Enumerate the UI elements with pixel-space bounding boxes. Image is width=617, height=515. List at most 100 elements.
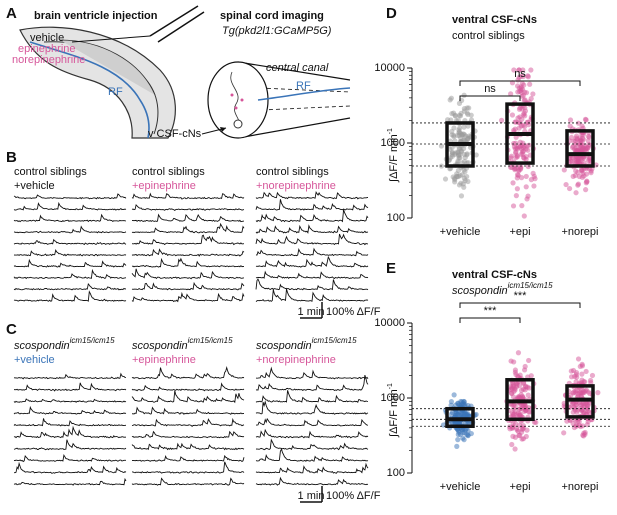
trace xyxy=(131,442,245,451)
dot xyxy=(457,125,463,131)
dot xyxy=(466,105,472,111)
y-label: ∫ΔF/F min xyxy=(388,134,400,183)
trace xyxy=(255,278,369,291)
dot xyxy=(511,140,517,147)
trace xyxy=(256,417,369,427)
dot xyxy=(580,407,586,413)
dot xyxy=(454,443,460,449)
column-header: control siblings xyxy=(256,166,329,178)
dot xyxy=(577,363,583,370)
dot xyxy=(561,167,567,173)
dot xyxy=(448,95,454,101)
trace xyxy=(255,374,369,392)
trace xyxy=(13,372,127,380)
trace xyxy=(255,476,369,486)
fish-line: Tg(pkd2l1:GCaMP5G) xyxy=(222,25,332,37)
dot xyxy=(508,358,514,364)
chart-title: ventral CSF-cNs xyxy=(452,14,537,26)
injected-label: epinephrine xyxy=(18,43,76,55)
dot xyxy=(473,152,479,158)
dot xyxy=(462,411,469,417)
dot xyxy=(521,213,527,219)
dot xyxy=(520,73,526,80)
dot xyxy=(512,446,518,452)
panel-label: D xyxy=(386,5,397,22)
significance-label: *** xyxy=(484,305,498,317)
dot xyxy=(523,184,529,190)
trace xyxy=(131,268,244,280)
dot xyxy=(460,146,467,152)
column-header: control siblings xyxy=(14,166,87,178)
dot xyxy=(455,431,461,438)
column-header: scospondinicm15/icm15 xyxy=(256,336,357,352)
x-tick-label: +vehicle xyxy=(440,226,481,238)
dot xyxy=(522,363,528,370)
dot xyxy=(588,170,594,176)
trace xyxy=(131,430,245,439)
dot xyxy=(517,139,523,145)
dot xyxy=(582,431,588,438)
dot xyxy=(527,81,533,87)
trace xyxy=(131,406,245,415)
trace xyxy=(14,461,127,474)
trace xyxy=(131,291,245,303)
dot xyxy=(523,173,529,180)
trace xyxy=(255,288,369,302)
dot xyxy=(498,117,505,124)
dot xyxy=(585,138,591,144)
dot xyxy=(460,430,466,436)
dot xyxy=(516,125,522,131)
trace xyxy=(13,193,127,200)
dot xyxy=(532,176,538,182)
panel-title: spinal cord imaging xyxy=(220,10,324,22)
dot xyxy=(581,160,587,166)
dot xyxy=(570,154,576,161)
dot xyxy=(516,67,522,73)
canal-label: central canal xyxy=(266,62,329,74)
trace xyxy=(13,201,127,211)
trace xyxy=(13,398,127,404)
dot xyxy=(521,89,528,95)
chart-title: ventral CSF-cNs xyxy=(452,269,537,281)
trace xyxy=(131,477,245,486)
y-tick-label: 10000 xyxy=(374,317,405,329)
trace xyxy=(13,453,126,463)
dot xyxy=(455,437,461,443)
trace xyxy=(13,382,127,392)
trace xyxy=(255,270,369,280)
genotype-sup: icm15/icm15 xyxy=(312,336,357,345)
dot xyxy=(519,93,525,99)
dot xyxy=(451,125,457,131)
dot xyxy=(448,402,454,408)
dot xyxy=(449,110,455,117)
brain-diagram xyxy=(19,5,205,139)
box xyxy=(565,129,595,168)
treatment: +vehicle xyxy=(14,354,55,366)
treatment: +epinephrine xyxy=(132,354,196,366)
trace xyxy=(131,417,245,428)
chart-subtitle: control siblings xyxy=(452,30,525,42)
trace xyxy=(13,290,127,302)
trace xyxy=(255,366,369,380)
y-tick-label: 100 xyxy=(387,467,405,479)
y-label-sup: -1 xyxy=(387,383,394,389)
dot xyxy=(459,131,465,138)
panel-label: C xyxy=(6,321,17,338)
cells-label: v CSF-cNs xyxy=(148,128,202,140)
column-header: scospondinicm15/icm15 xyxy=(14,336,115,352)
significance-bracket xyxy=(459,95,521,101)
trace xyxy=(13,258,127,268)
dot xyxy=(522,383,529,389)
genotype-sup: icm15/icm15 xyxy=(188,336,233,345)
significance-bracket xyxy=(459,317,521,323)
amp-scale: 100% ΔF/F xyxy=(326,306,381,318)
panel-title: brain ventricle injection xyxy=(34,10,158,22)
dot xyxy=(518,175,525,181)
dot xyxy=(526,122,532,128)
dot xyxy=(588,380,594,386)
dot xyxy=(580,147,586,153)
treatment: +epinephrine xyxy=(132,180,196,192)
genotype: scospondin xyxy=(14,340,70,352)
dot xyxy=(515,350,522,356)
trace xyxy=(13,238,127,246)
